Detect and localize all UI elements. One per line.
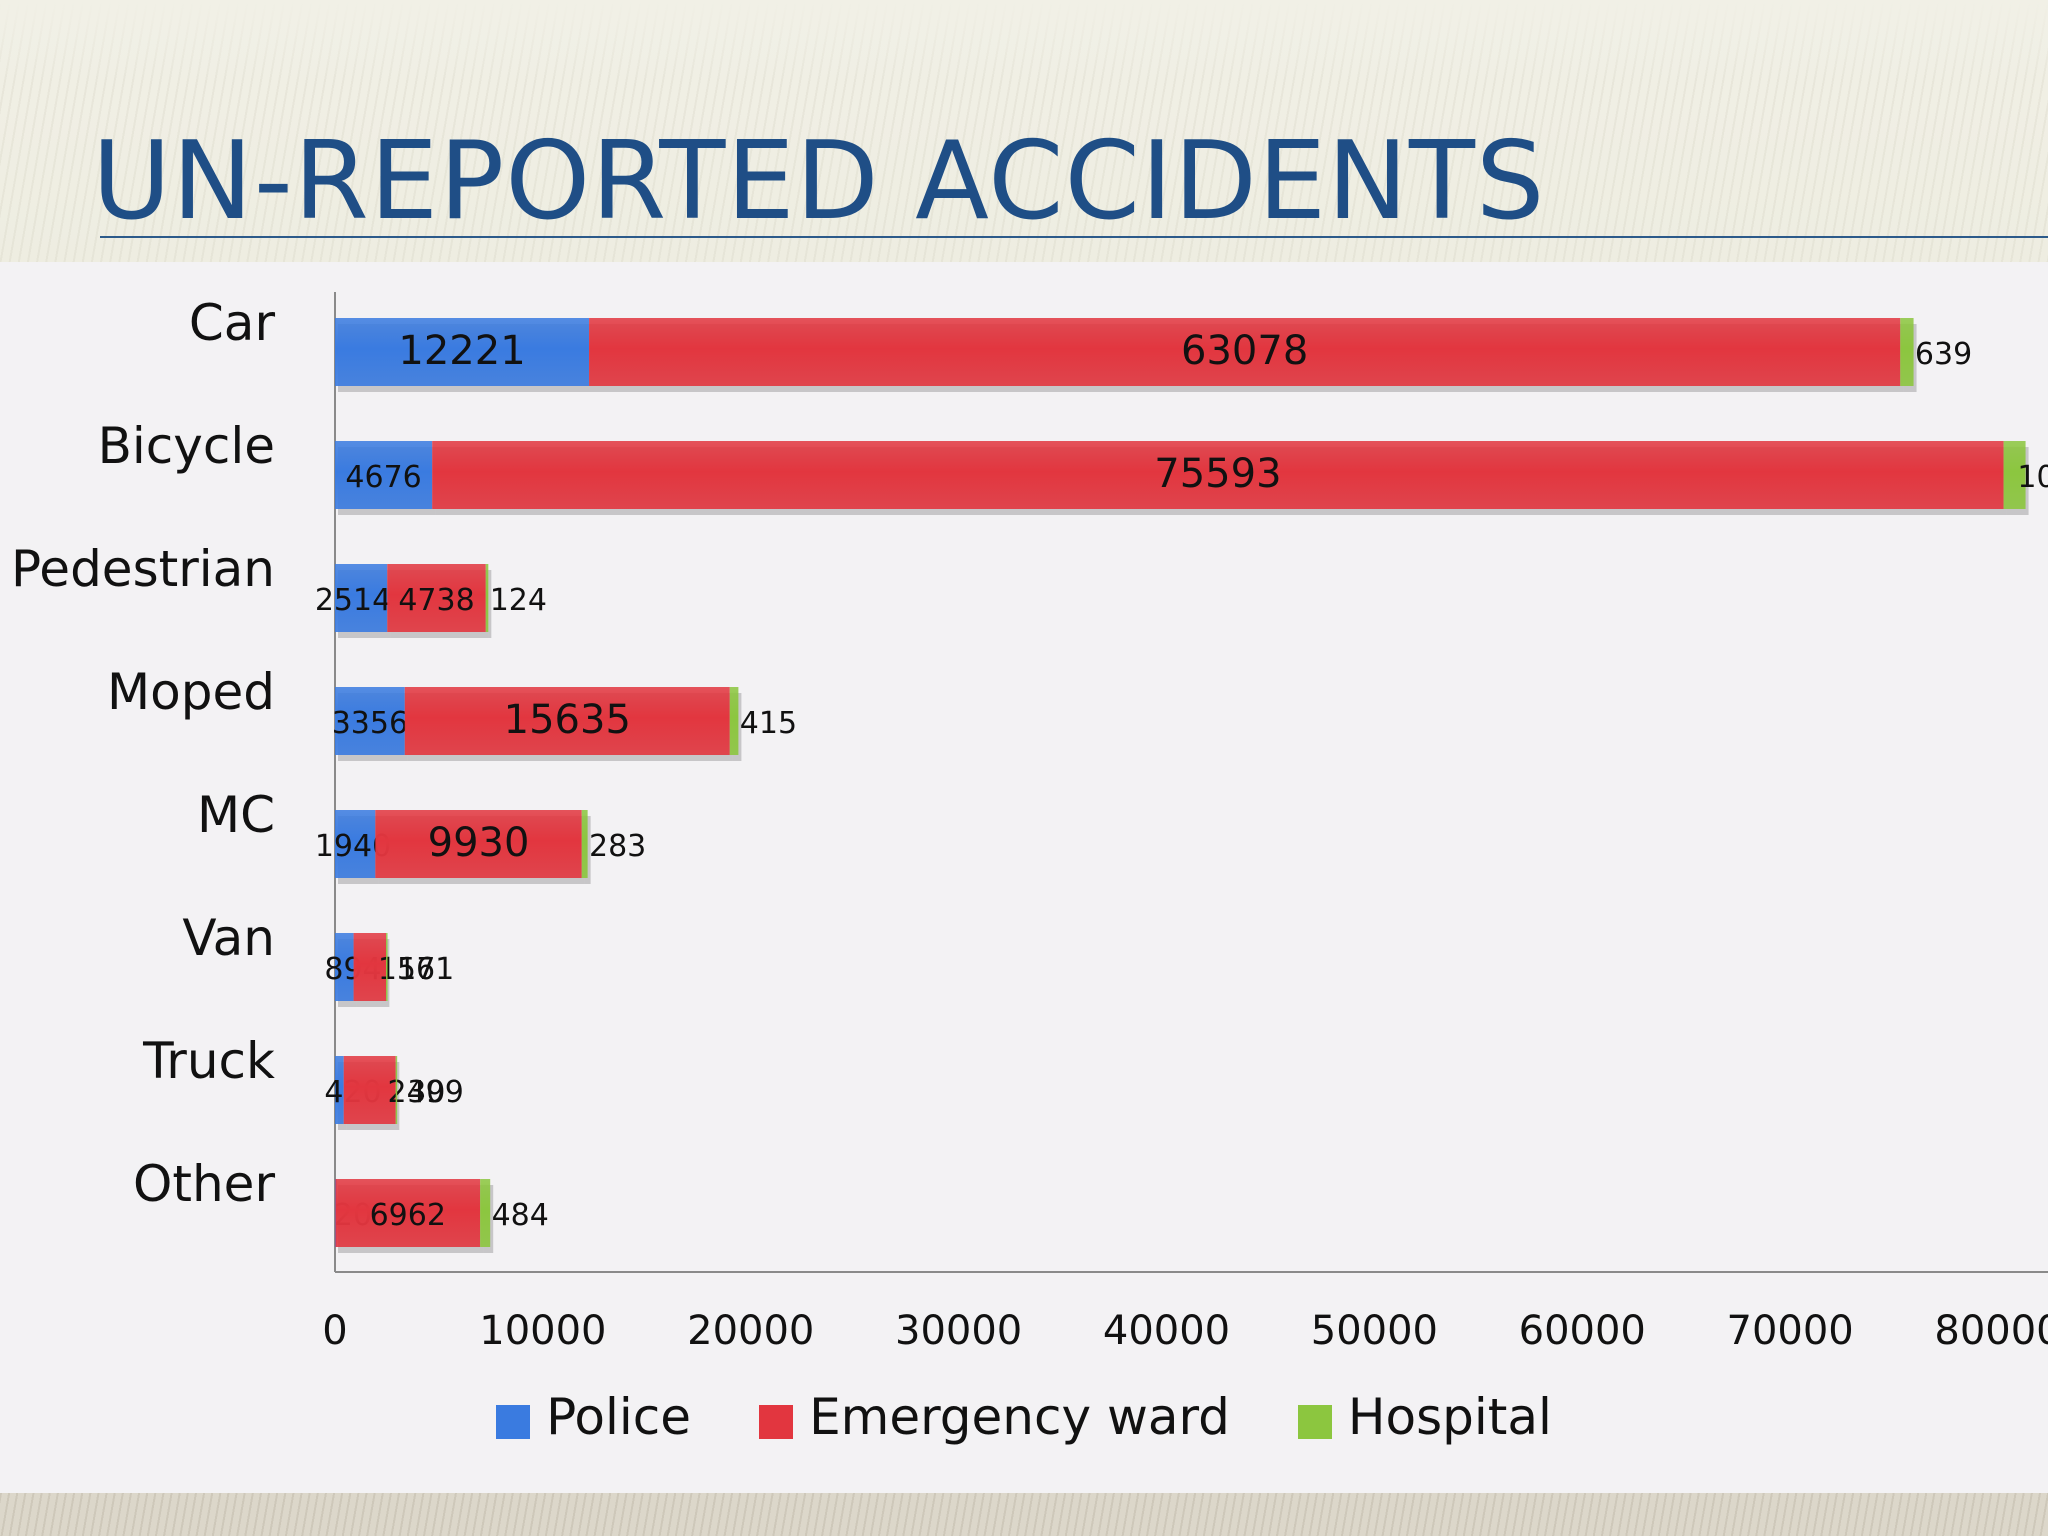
bar-segment-emergency-ward bbox=[375, 810, 582, 878]
y-category-label: Van bbox=[182, 909, 275, 967]
data-label: 1057 bbox=[2017, 460, 2048, 495]
data-label: 484 bbox=[492, 1198, 549, 1233]
x-tick-label: 80000 bbox=[1934, 1308, 2048, 1354]
bar-segment-emergency-ward bbox=[353, 933, 387, 1001]
data-label: 6962 bbox=[370, 1198, 446, 1233]
title-underline bbox=[100, 236, 2048, 238]
bar-segment-police bbox=[335, 1056, 344, 1124]
legend-item: Hospital bbox=[1297, 1388, 1552, 1446]
legend-swatch bbox=[759, 1405, 794, 1439]
data-label: 4676 bbox=[345, 460, 421, 495]
x-tick-label: 50000 bbox=[1311, 1308, 1438, 1354]
y-category-label: Pedestrian bbox=[11, 540, 275, 598]
data-label: 3356 bbox=[332, 706, 408, 741]
bar-segment-police bbox=[335, 933, 354, 1001]
bar-shadow bbox=[584, 816, 591, 884]
bar-shadow bbox=[398, 1062, 400, 1130]
bar-segment-hospital bbox=[2003, 441, 2026, 509]
slide-header-background bbox=[0, 0, 2048, 262]
x-tick-label: 60000 bbox=[1519, 1308, 1646, 1354]
y-category-label: Bicycle bbox=[98, 417, 275, 475]
y-category-label: Other bbox=[133, 1155, 275, 1213]
x-tick-label: 30000 bbox=[895, 1308, 1022, 1354]
y-category-label: Truck bbox=[142, 1032, 275, 1090]
data-label: 415 bbox=[740, 706, 797, 741]
data-label: 283 bbox=[589, 829, 646, 864]
bar-segment-hospital bbox=[386, 933, 388, 1001]
legend-item: Police bbox=[496, 1388, 691, 1446]
data-label: 15635 bbox=[504, 697, 631, 743]
bar-segment-emergency-ward bbox=[404, 687, 730, 755]
bar-segment-hospital bbox=[729, 687, 739, 755]
legend-label: Emergency ward bbox=[809, 1388, 1230, 1446]
x-tick-label: 40000 bbox=[1103, 1308, 1230, 1354]
data-label: 4738 bbox=[398, 583, 474, 618]
bar-segment-police bbox=[335, 687, 405, 755]
data-label: 9930 bbox=[428, 820, 530, 866]
bar-segment-emergency-ward bbox=[387, 564, 486, 632]
y-category-label: Car bbox=[189, 294, 276, 352]
bar-segment-police bbox=[335, 318, 590, 386]
data-label: 2499 bbox=[387, 1075, 463, 1110]
x-tick-label: 10000 bbox=[479, 1308, 606, 1354]
y-category-label: MC bbox=[197, 786, 275, 844]
x-tick-label: 70000 bbox=[1727, 1308, 1854, 1354]
data-label: 124 bbox=[490, 583, 547, 618]
data-label: 63078 bbox=[1181, 328, 1308, 374]
bar-shadow bbox=[488, 570, 492, 638]
bar-segment-police bbox=[335, 441, 433, 509]
bar-segment-emergency-ward bbox=[432, 441, 2004, 509]
legend-item: Emergency ward bbox=[759, 1388, 1230, 1446]
slide-title: UN-REPORTED ACCIDENTS bbox=[92, 119, 1546, 244]
legend-swatch bbox=[1297, 1405, 1332, 1439]
data-label: 12221 bbox=[398, 328, 525, 374]
chart-legend: Police Emergency ward Hospital bbox=[0, 1388, 2048, 1446]
data-label: 1561 bbox=[378, 952, 454, 987]
x-tick-label: 0 bbox=[322, 1308, 347, 1354]
data-label: 30 bbox=[407, 1075, 445, 1110]
bar-segment-hospital bbox=[395, 1056, 398, 1124]
legend-label: Police bbox=[546, 1388, 692, 1446]
data-label: 639 bbox=[1915, 337, 1972, 372]
bar-segment-police bbox=[335, 564, 388, 632]
legend-swatch bbox=[496, 1405, 531, 1439]
bar-segment-emergency-ward bbox=[343, 1056, 396, 1124]
stacked-bar-chart: 0 10000 20000 30000 40000 50000 60000 70000 8000… bbox=[11, 292, 2048, 1354]
slide-footer-band bbox=[0, 1493, 2048, 1536]
bar-segment-hospital bbox=[581, 810, 588, 878]
y-category-label: Moped bbox=[107, 663, 275, 721]
bar-segment-hospital bbox=[485, 564, 489, 632]
bar-segment-emergency-ward bbox=[589, 318, 1901, 386]
bar-segment-police bbox=[335, 810, 376, 878]
x-tick-label: 20000 bbox=[687, 1308, 814, 1354]
legend-label: Hospital bbox=[1347, 1388, 1552, 1446]
bar-segment-hospital bbox=[1900, 318, 1914, 386]
data-label: 2514 bbox=[315, 583, 391, 618]
data-label: 17 bbox=[397, 952, 435, 987]
bar-segment-emergency-ward bbox=[335, 1179, 481, 1247]
data-label: 75593 bbox=[1154, 451, 1281, 497]
bar-segment-hospital bbox=[480, 1179, 491, 1247]
